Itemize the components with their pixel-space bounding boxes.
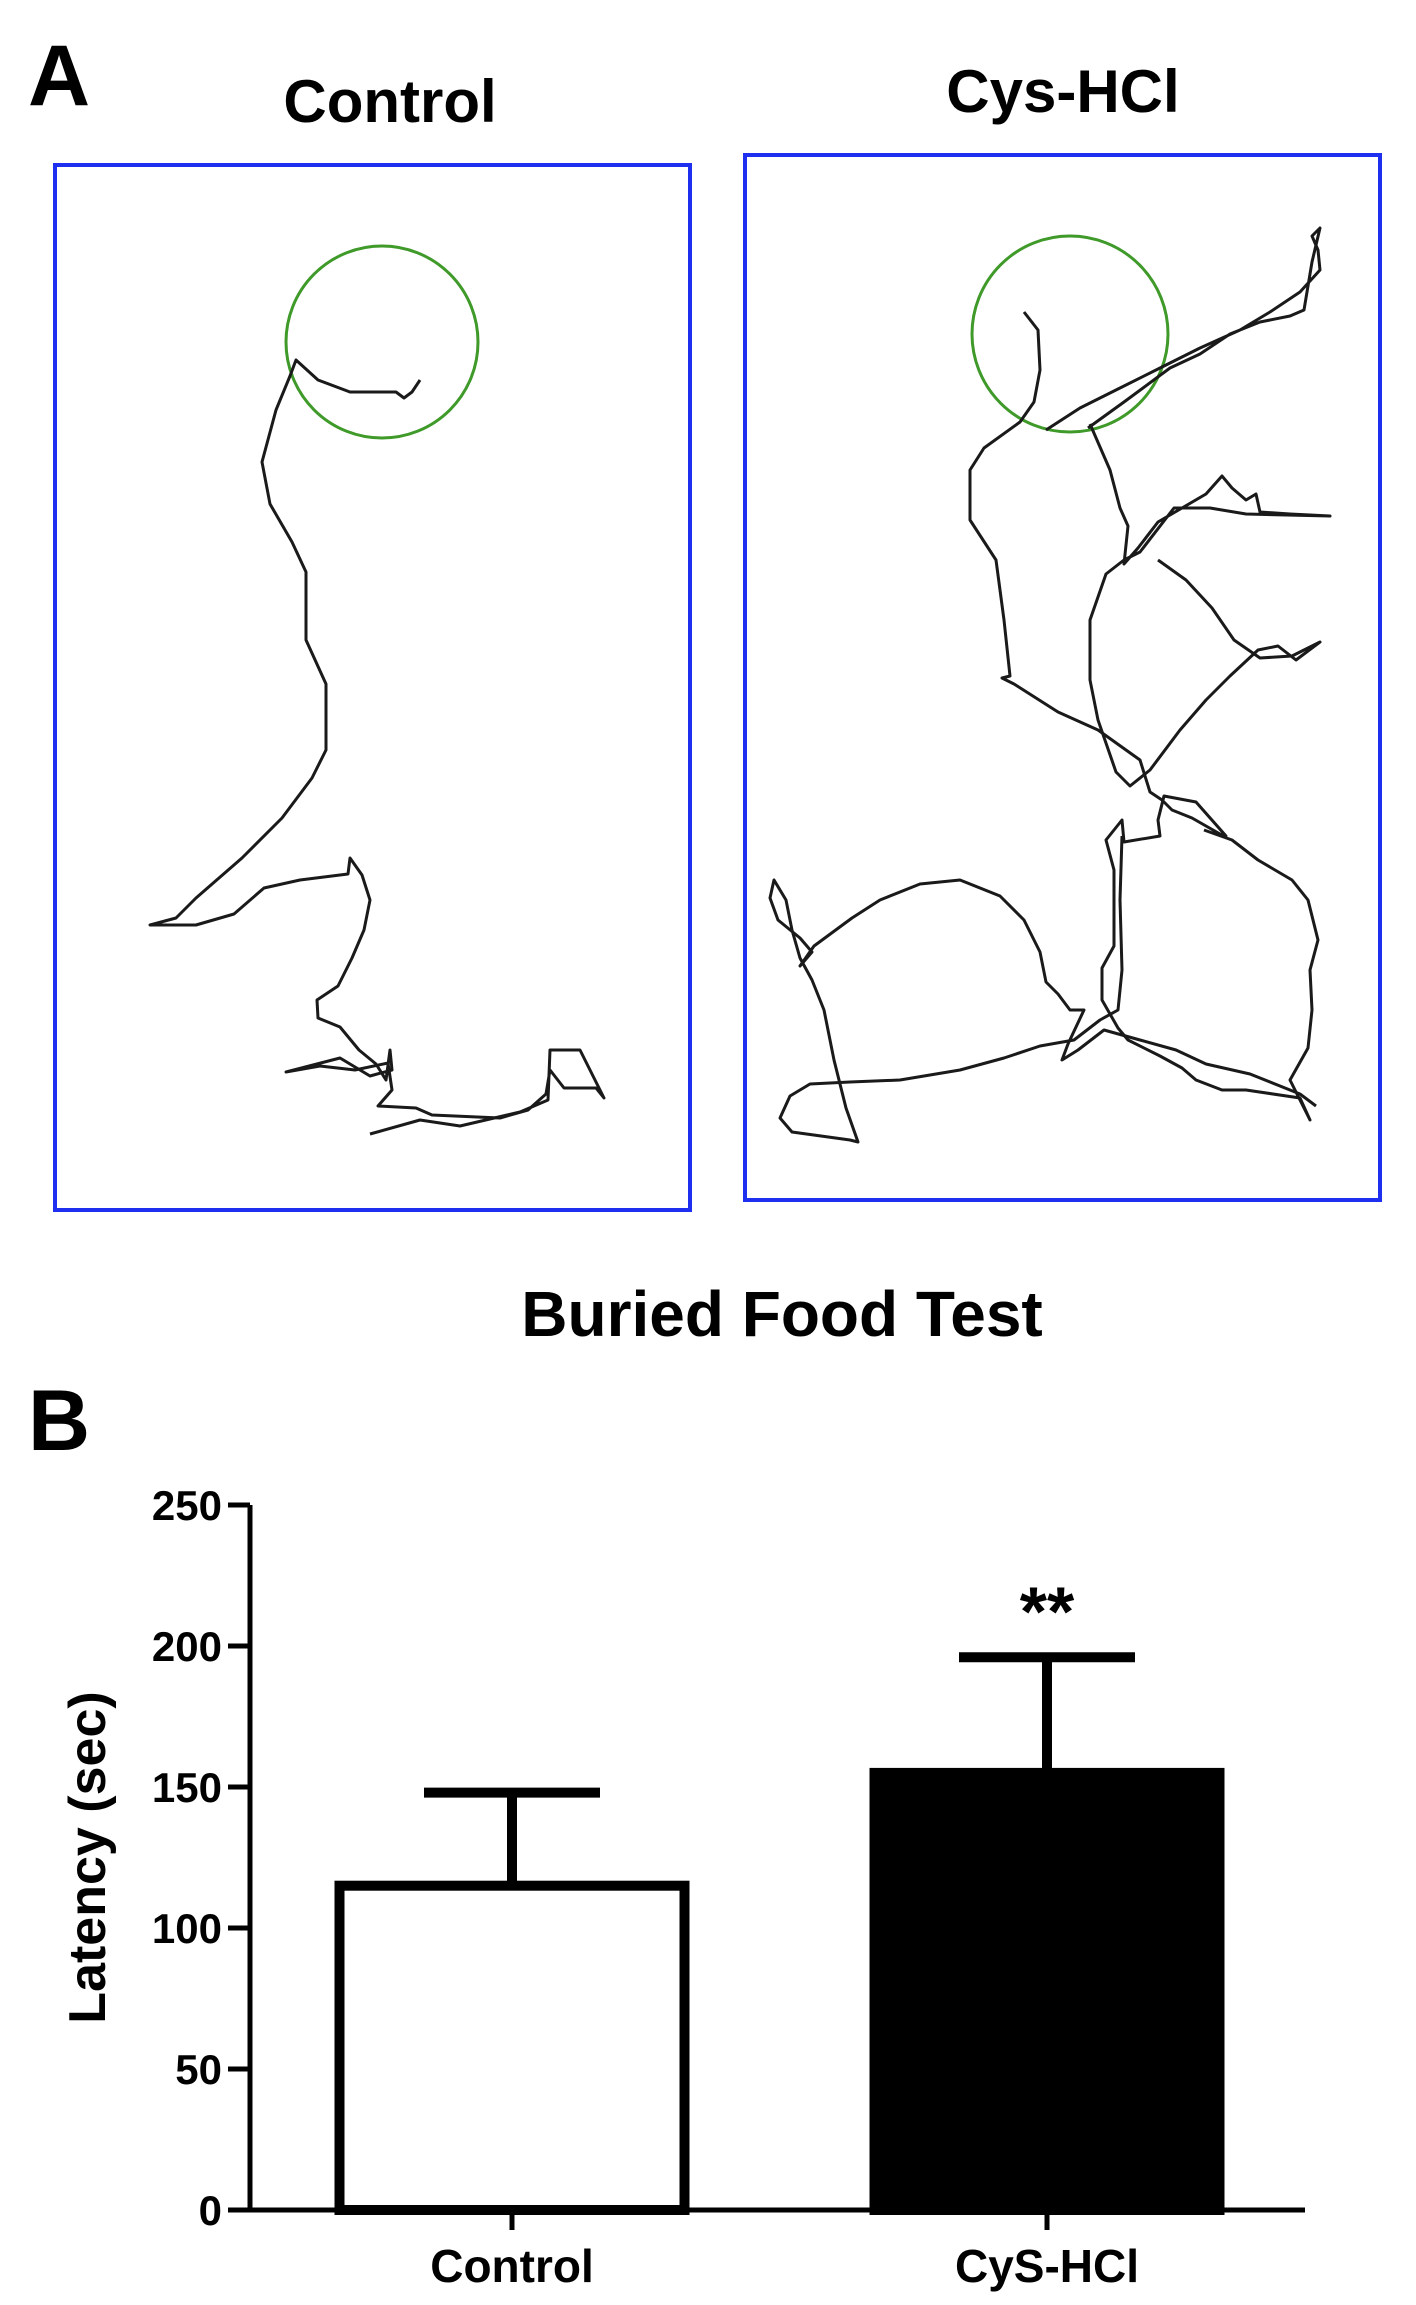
- cys-hcl-target-zone: [970, 234, 1170, 434]
- y-ticks: 0 50 100 150 200 250: [152, 1482, 250, 2234]
- cys-hcl-arena: [743, 153, 1382, 1202]
- panel-a-left-title: Control: [283, 68, 496, 135]
- control-arena-border: [53, 163, 692, 1212]
- panel-a-right-title: Cys-HCl: [946, 58, 1179, 125]
- x-category-label: CyS-HCl: [955, 2240, 1139, 2292]
- cys-hcl-track-3: [1088, 423, 1332, 788]
- control-target-zone: [284, 244, 480, 440]
- control-arena: [53, 163, 692, 1212]
- y-tick-label: 0: [199, 2187, 222, 2234]
- y-tick-label: 150: [152, 1764, 222, 1811]
- significance-label: **: [1020, 1572, 1075, 1650]
- bar-1: [334, 1880, 690, 2215]
- control-track: [148, 358, 606, 1136]
- cys-hcl-track-2: [1045, 226, 1322, 432]
- y-tick-label: 250: [152, 1482, 222, 1529]
- panel-a-letter: A: [28, 28, 90, 124]
- y-tick-label: 100: [152, 1905, 222, 1952]
- bar-2: [869, 1767, 1225, 2216]
- panel-b-letter: B: [28, 1373, 90, 1469]
- x-category-label: Control: [430, 2240, 594, 2292]
- bars: **: [334, 1572, 1225, 2216]
- cys-hcl-track-1: [968, 311, 1320, 1122]
- y-tick-label: 50: [175, 2046, 222, 2093]
- y-axis-label: Latency (sec): [59, 1691, 117, 2023]
- x-ticks: Control CyS-HCl: [430, 2210, 1139, 2292]
- bar-chart: 0 50 100 150 200 250 ** Control CyS-HCl Latenc…: [59, 1482, 1305, 2292]
- y-tick-label: 200: [152, 1623, 222, 1670]
- chart-title: Buried Food Test: [521, 1278, 1042, 1350]
- cys-hcl-track-4: [768, 835, 1317, 1144]
- cys-hcl-arena-border: [743, 153, 1382, 1202]
